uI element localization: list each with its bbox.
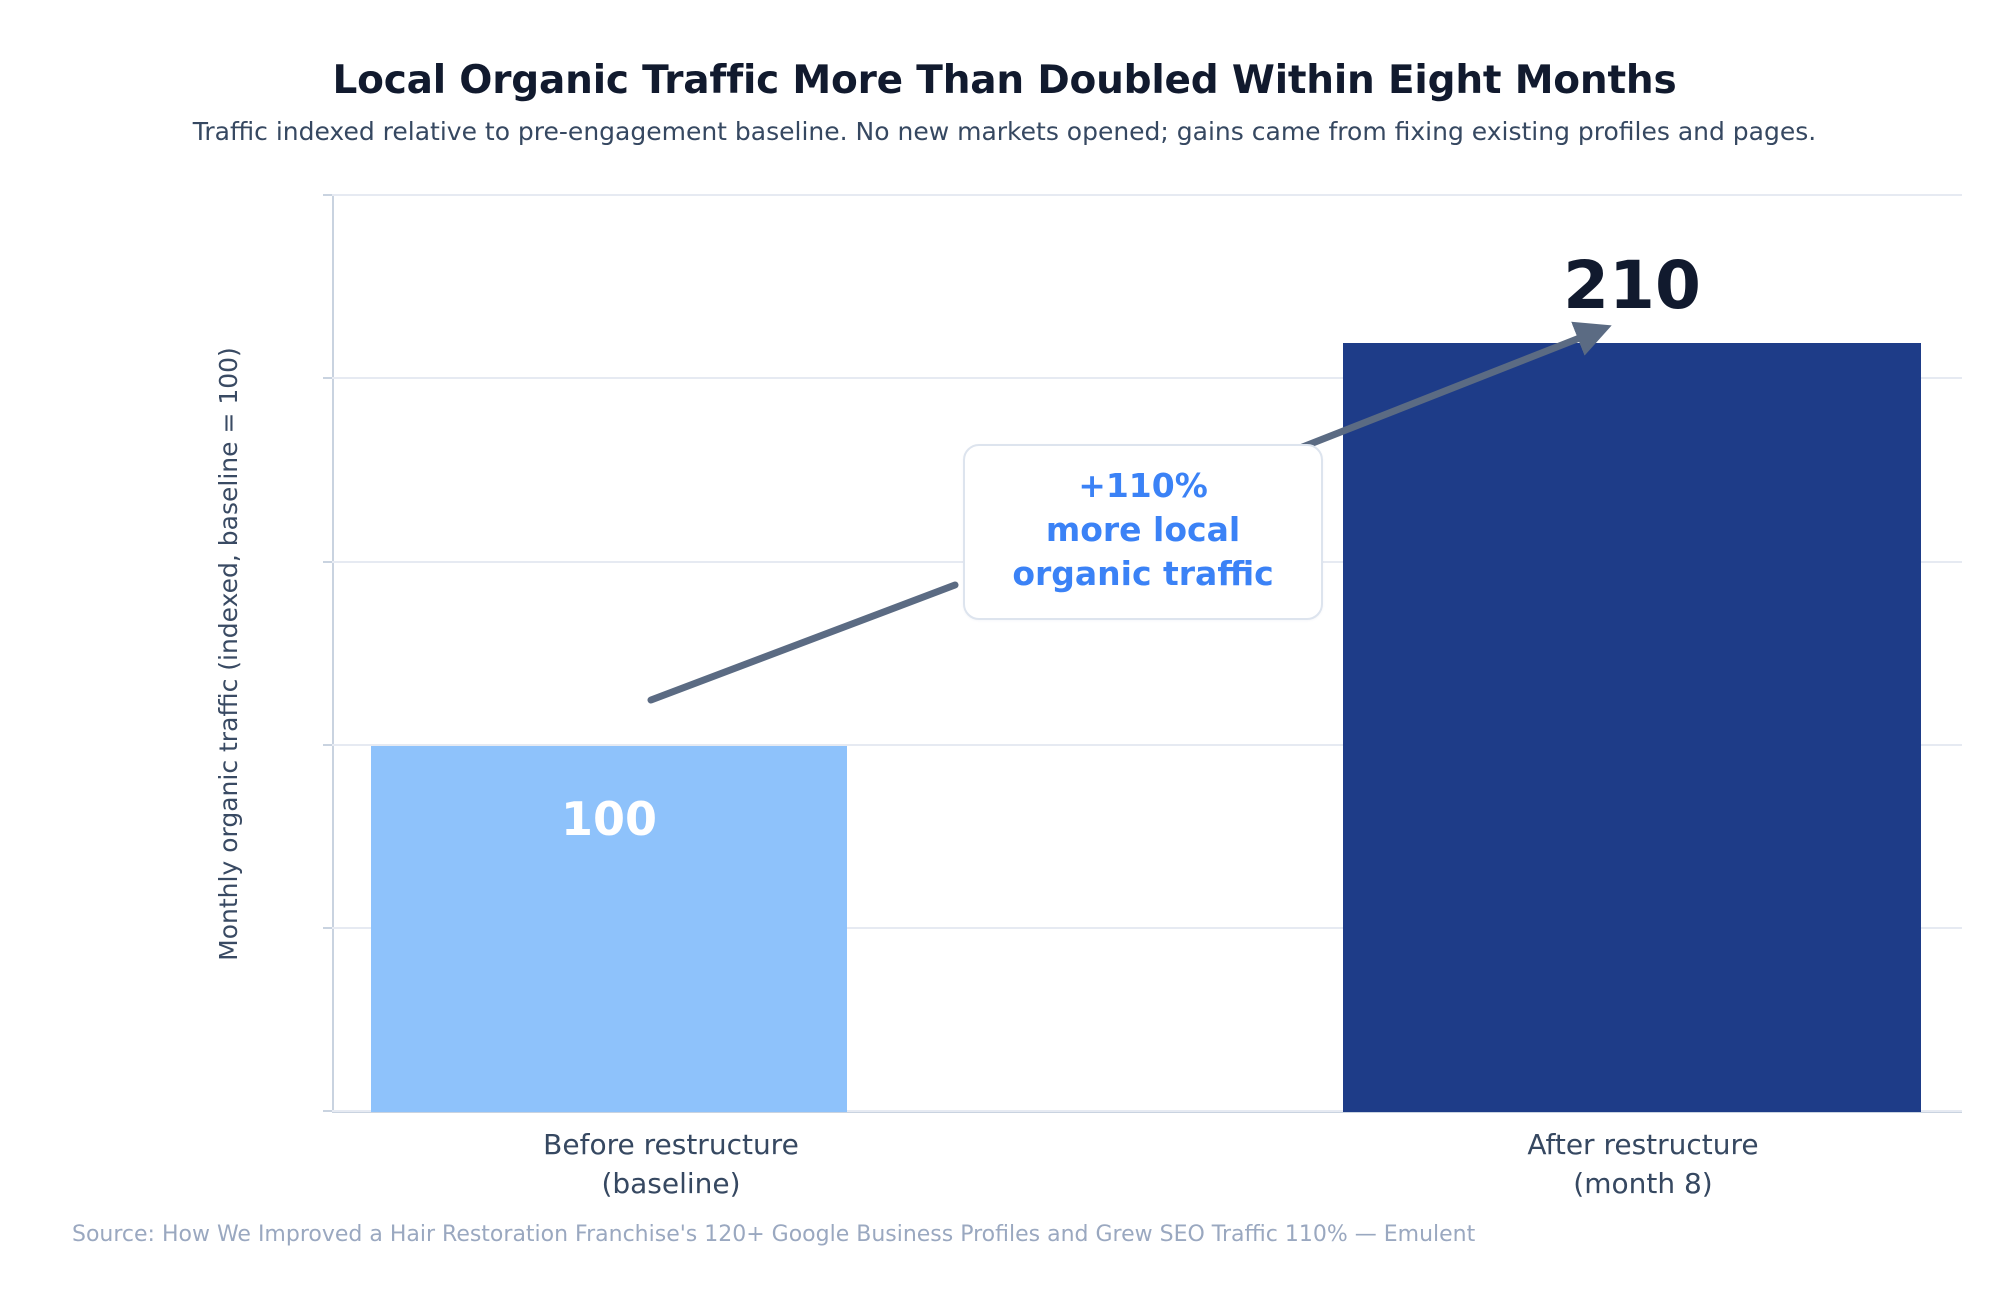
tick-mark-250	[323, 194, 332, 196]
plot-area: 0 50 100 150 200 250 100 210	[323, 194, 1962, 1112]
gridline-0	[332, 1110, 1962, 1112]
y-axis-spine	[332, 196, 334, 1112]
annotation-callout: +110% more local organic traffic	[963, 444, 1323, 620]
bar-after-restructure[interactable]: 210	[1343, 247, 1921, 1112]
gridline-50	[332, 927, 1962, 929]
bar-value-label-after: 210	[1563, 247, 1701, 324]
bar-before-restructure[interactable]: 100	[371, 746, 847, 1112]
chart-subtitle: Traffic indexed relative to pre-engageme…	[192, 117, 1817, 146]
annotation-line-2: more local	[1045, 509, 1241, 549]
gridline-250	[332, 194, 1962, 196]
x-category-label-after: After restructure (month 8)	[1132, 1126, 2009, 1203]
gridline-100	[332, 744, 1962, 746]
tick-mark-100	[323, 744, 332, 746]
annotation-line-3: organic traffic	[1012, 553, 1274, 593]
chart-title: Local Organic Traffic More Than Doubled …	[332, 58, 1677, 103]
x-category-label-before-line2: (baseline)	[601, 1166, 741, 1200]
x-axis-spine	[332, 1111, 1962, 1113]
source-note: Source: How We Improved a Hair Restorati…	[72, 1222, 1476, 1247]
tick-mark-50	[323, 927, 332, 929]
tick-mark-0	[323, 1110, 332, 1112]
y-axis-title: Monthly organic traffic (indexed, baseli…	[214, 347, 243, 961]
y-axis-title-container: Monthly organic traffic (indexed, baseli…	[214, 196, 248, 1112]
bar-value-label-before: 100	[560, 792, 658, 846]
annotation-line-1: +110%	[1078, 466, 1208, 505]
x-category-label-after-line1: After restructure	[1527, 1128, 1759, 1161]
x-category-label-after-line2: (month 8)	[1573, 1166, 1713, 1200]
gridline-200	[332, 377, 1962, 379]
tick-mark-150	[323, 561, 332, 563]
x-category-label-before: Before restructure (baseline)	[160, 1126, 1182, 1203]
x-category-label-before-line1: Before restructure	[543, 1128, 799, 1161]
tick-mark-200	[323, 377, 332, 379]
